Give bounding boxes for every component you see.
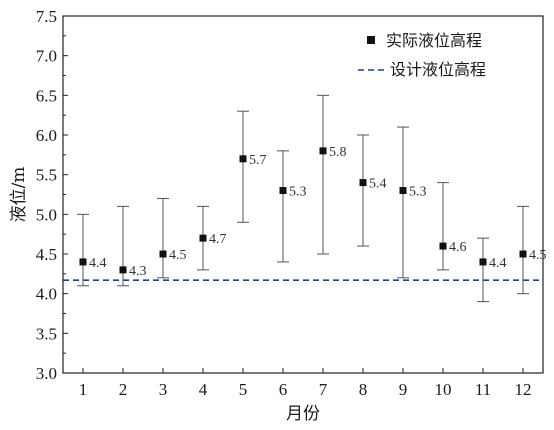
y-tick-label: 3.5: [36, 324, 57, 343]
y-tick-label: 7.0: [36, 47, 57, 66]
y-tick-label: 4.5: [36, 245, 57, 264]
data-point: [279, 187, 287, 195]
data-label: 5.3: [289, 185, 307, 200]
legend-label-design: 设计液位高程: [390, 60, 486, 79]
data-label: 4.5: [529, 248, 547, 263]
y-tick-label: 3.0: [36, 364, 57, 383]
data-label: 4.6: [449, 240, 467, 255]
data-point: [519, 250, 527, 258]
data-label: 4.4: [89, 256, 107, 271]
x-tick-label: 1: [79, 380, 88, 399]
legend-marker-actual: [367, 36, 375, 44]
data-point: [439, 242, 447, 250]
data-point: [239, 155, 247, 163]
data-label: 4.3: [129, 264, 147, 279]
y-axis-title: 液位/m: [9, 167, 29, 223]
data-label: 4.5: [169, 248, 187, 263]
x-tick-label: 2: [119, 380, 128, 399]
data-point: [399, 187, 407, 195]
x-tick-label: 8: [359, 380, 368, 399]
x-tick-label: 4: [199, 380, 208, 399]
x-tick-label: 12: [515, 380, 532, 399]
data-point: [119, 266, 127, 274]
y-tick-label: 6.0: [36, 126, 57, 145]
data-label: 5.7: [249, 153, 267, 168]
legend-label-actual: 实际液位高程: [386, 31, 482, 50]
x-axis-title: 月份: [286, 404, 320, 424]
data-point: [159, 250, 167, 258]
y-tick-label: 5.5: [36, 166, 57, 185]
x-tick-label: 10: [435, 380, 452, 399]
y-tick-label: 6.5: [36, 86, 57, 105]
data-point: [79, 258, 87, 266]
data-label: 4.4: [489, 256, 507, 271]
y-tick-label: 7.5: [36, 7, 57, 26]
plot-area: 4.4 4.3 4.5 4.7 5.7 5.3 5.8 5.4 5.3 4.6 4.4 4.5: [63, 94, 547, 303]
data-point: [319, 147, 327, 155]
x-tick-label: 11: [475, 380, 491, 399]
data-label: 5.8: [329, 145, 347, 160]
y-tick-label: 4.0: [36, 285, 57, 304]
data-label: 5.3: [409, 185, 427, 200]
data-label: 5.4: [369, 177, 387, 192]
x-tick-label: 6: [279, 380, 288, 399]
axes: 1 2 3 4 5 6 7 8 9 10 11 123.03.54.04.55.05.56.06.57…: [9, 7, 544, 424]
x-tick-label: 7: [319, 380, 328, 399]
data-label: 4.7: [209, 232, 227, 247]
x-tick-label: 9: [399, 380, 408, 399]
data-point: [359, 179, 367, 187]
y-tick-label: 5.0: [36, 205, 57, 224]
x-tick-label: 5: [239, 380, 248, 399]
data-point: [479, 258, 487, 266]
data-point: [199, 234, 207, 242]
x-tick-label: 3: [159, 380, 168, 399]
